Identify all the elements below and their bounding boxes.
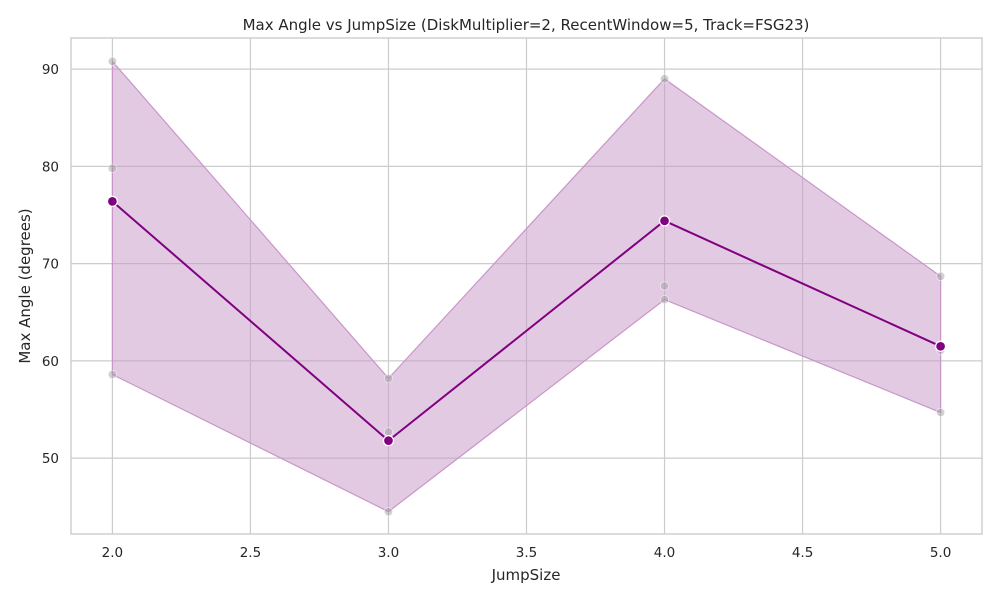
x-tick-label: 4.0 [654,545,675,561]
x-axis-label: JumpSize [491,566,561,584]
x-tick-labels: 2.0 2.5 3.0 3.5 4.0 4.5 5.0 [102,545,952,561]
raw-point [659,281,670,291]
raw-point [383,427,394,437]
y-tick-label: 60 [42,354,59,370]
confidence-band-area [111,59,942,513]
y-tick-label: 80 [42,159,59,175]
raw-point [107,163,118,173]
raw-point [107,369,118,380]
data-point [382,434,395,447]
raw-point [383,507,394,517]
raw-point [107,56,118,66]
x-tick-label: 2.5 [240,545,261,561]
x-tick-label: 2.0 [102,545,123,561]
y-tick-label: 70 [42,257,59,273]
y-tick-label: 90 [42,62,59,78]
plot-frame [70,37,983,535]
x-tick-label: 3.0 [378,545,399,561]
x-tick-label: 5.0 [930,545,951,561]
raw-point [935,407,946,418]
data-point [106,195,119,208]
x-tick-label: 4.5 [792,545,813,561]
series-line [111,200,942,442]
confidence-band [111,59,942,513]
raw-point [935,271,946,281]
y-axis-label: Max Angle (degrees) [16,208,34,363]
raw-point [383,373,394,383]
data-point [934,340,947,352]
raw-point [659,74,670,84]
mean-markers [106,195,947,447]
mean-line [111,200,942,442]
y-tick-label: 50 [42,451,59,467]
x-tick-label: 3.5 [516,545,537,561]
raw-point [659,295,670,305]
chart-title: Max Angle vs JumpSize (DiskMultiplier=2,… [243,16,810,34]
y-tick-labels: 50 60 70 80 90 [42,62,59,467]
data-point [658,215,671,227]
